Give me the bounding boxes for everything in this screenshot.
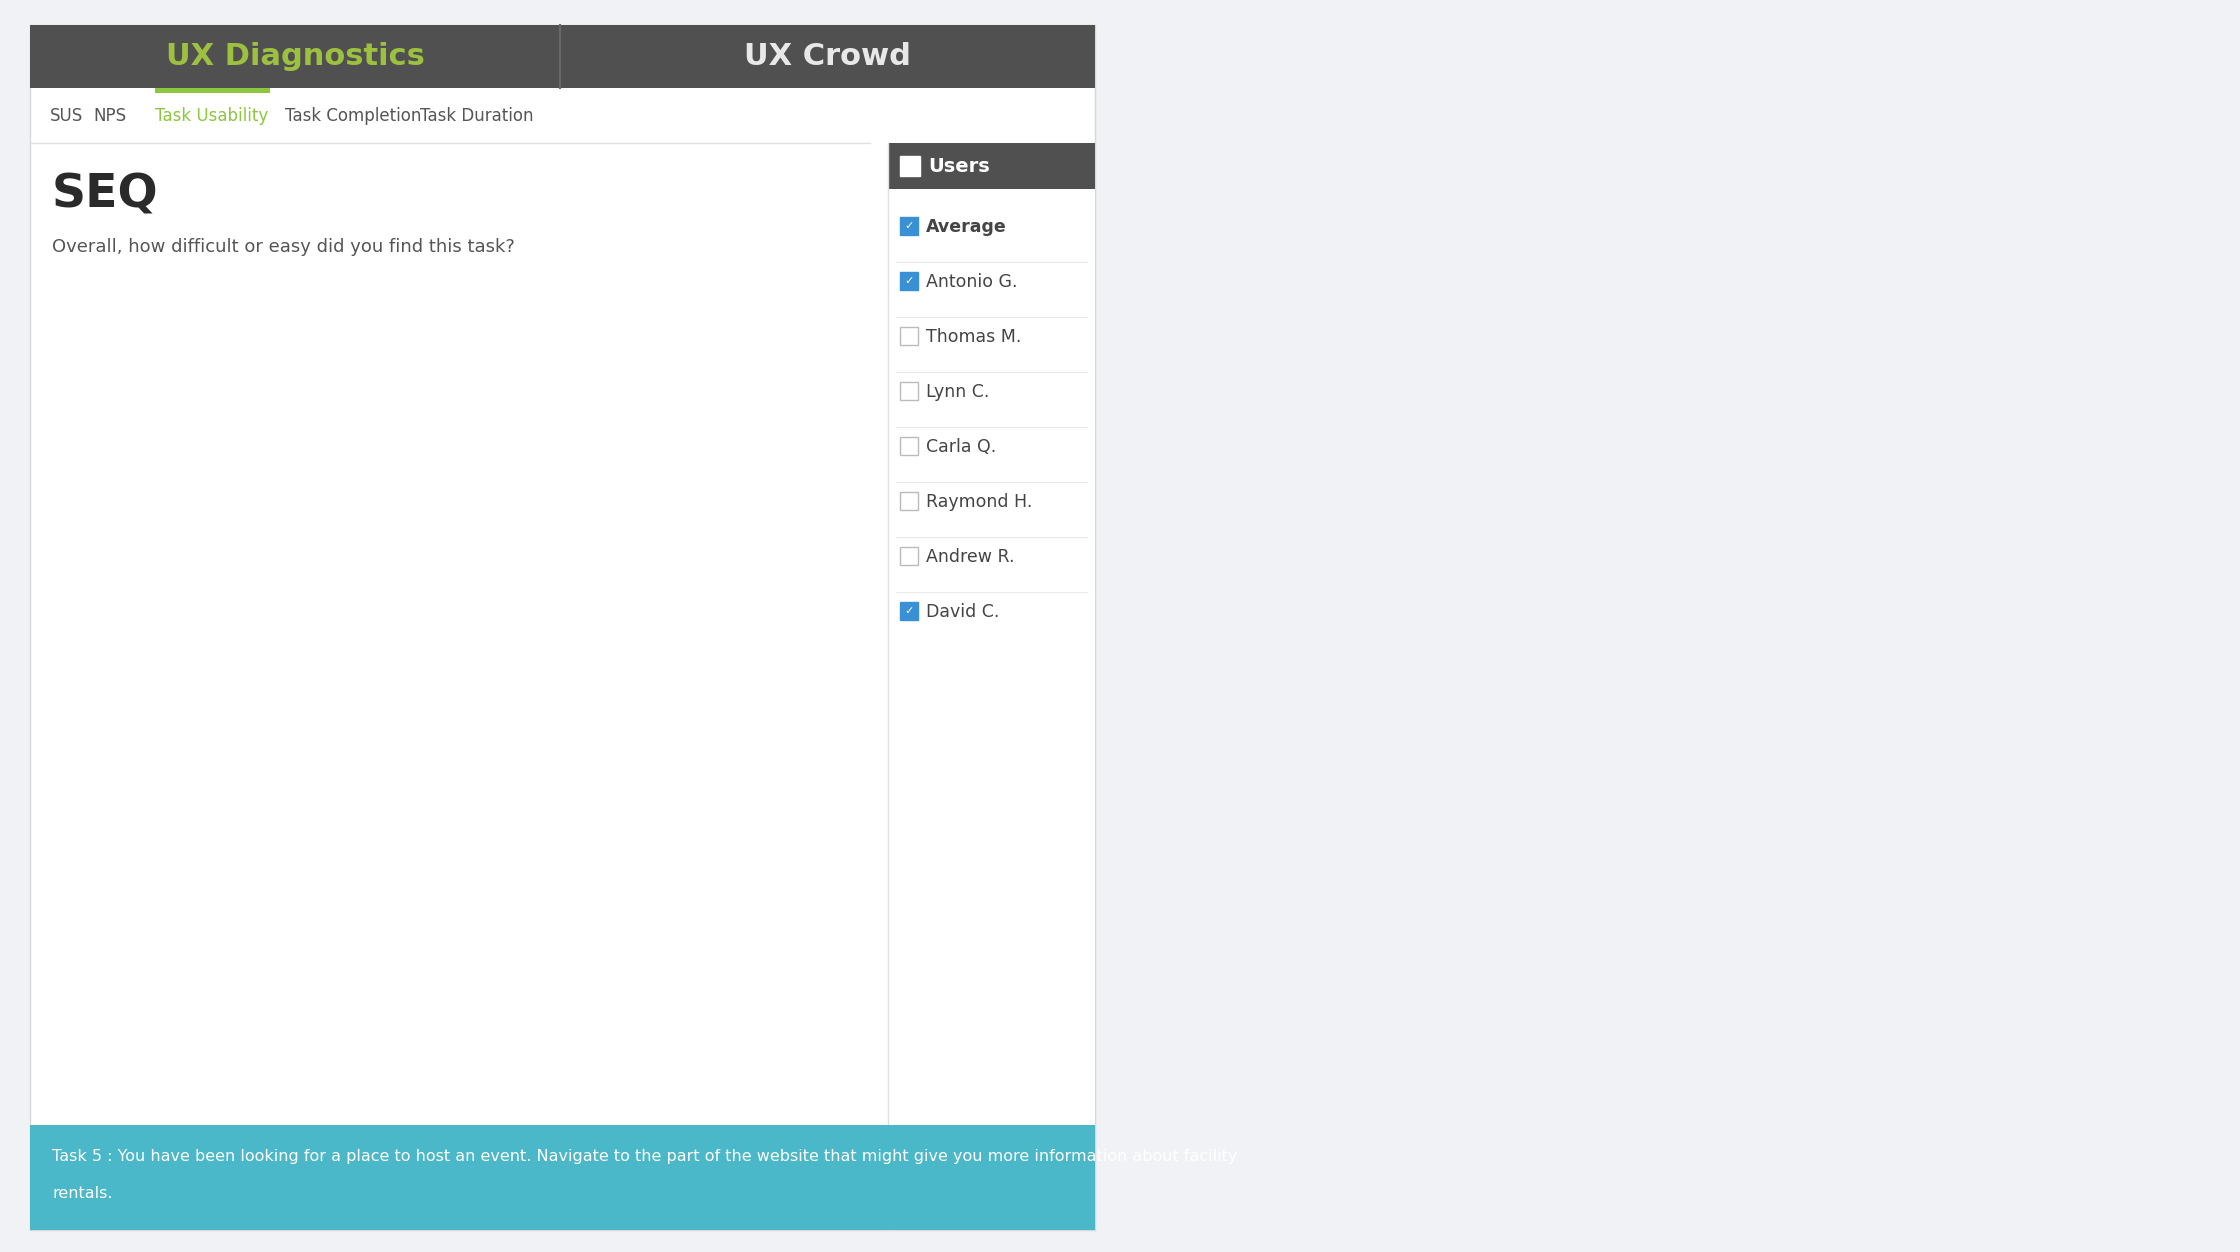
Bar	[29, 1126, 1095, 1229]
Bar	[900, 327, 918, 346]
Text: UX Diagnostics: UX Diagnostics	[166, 43, 423, 71]
Text: ✓: ✓	[905, 222, 914, 232]
David C.	[233, 417, 260, 432]
Text: ✓: ✓	[905, 275, 914, 285]
Line: David C.: David C.	[244, 283, 771, 1116]
Average	[233, 444, 260, 459]
Average	[753, 513, 780, 528]
Bar	[900, 217, 918, 235]
Text: Task Usability: Task Usability	[155, 106, 269, 125]
Text: NPS: NPS	[94, 106, 125, 125]
Bar	[155, 88, 271, 93]
Antonio G.	[441, 417, 468, 432]
Text: UX Crowd: UX Crowd	[744, 43, 912, 71]
Text: Carla Q.: Carla Q.	[925, 438, 997, 456]
David C.	[547, 555, 573, 570]
Text: Task 5 : You have been looking for a place to host an event. Navigate to the par: Task 5 : You have been looking for a pla…	[52, 1149, 1236, 1164]
FancyBboxPatch shape	[560, 639, 786, 808]
Text: Antonio G.:: Antonio G.:	[573, 742, 661, 757]
Text: Task 5: Task 5	[573, 679, 632, 694]
Bar	[29, 25, 1095, 1229]
Bar	[900, 272, 918, 290]
David C.	[753, 1104, 780, 1119]
David C.	[338, 279, 365, 294]
Line: Antonio G.: Antonio G.	[244, 421, 771, 1116]
Bar	[900, 602, 918, 620]
Bar	[900, 492, 918, 510]
Antonio G.	[338, 417, 365, 432]
Text: Thomas M.: Thomas M.	[925, 328, 1021, 346]
Text: Average: Average	[925, 218, 1006, 235]
Bar	[887, 143, 1095, 1229]
Legend: Average, David C., Antonio G.: Average, David C., Antonio G.	[712, 278, 842, 348]
Antonio G.	[547, 1104, 573, 1119]
Text: Andrew R.: Andrew R.	[925, 548, 1015, 566]
Average	[338, 417, 365, 432]
Bar	[29, 25, 1095, 88]
Text: SUS: SUS	[49, 106, 83, 125]
Antonio G.	[233, 555, 260, 570]
Text: ✓: ✓	[905, 606, 914, 616]
Text: Lynn C.: Lynn C.	[925, 383, 990, 401]
Text: Overall, how difficult or easy did you find this task?: Overall, how difficult or easy did you f…	[52, 238, 515, 255]
Antonio G.	[753, 555, 780, 570]
Text: SEQ: SEQ	[52, 173, 159, 218]
Line: Average: Average	[244, 352, 771, 771]
Text: Raymond H.: Raymond H.	[925, 493, 1033, 511]
Bar	[900, 156, 921, 177]
Bar	[900, 547, 918, 565]
Bar	[900, 437, 918, 454]
Text: Task Duration: Task Duration	[421, 106, 533, 125]
X-axis label: Task: Task	[504, 1143, 540, 1161]
Text: rentals.: rentals.	[52, 1186, 112, 1201]
David C.	[441, 555, 468, 570]
Text: Task Completion: Task Completion	[284, 106, 421, 125]
Average	[547, 761, 573, 776]
Bar	[900, 382, 918, 399]
Average	[441, 348, 468, 363]
Text: David C.: David C.	[925, 603, 999, 621]
Text: Antonio G.: Antonio G.	[925, 273, 1017, 290]
Text: Users: Users	[927, 156, 990, 175]
Text: ▶  Play: ▶ Play	[679, 742, 732, 757]
Bar	[887, 143, 1095, 189]
